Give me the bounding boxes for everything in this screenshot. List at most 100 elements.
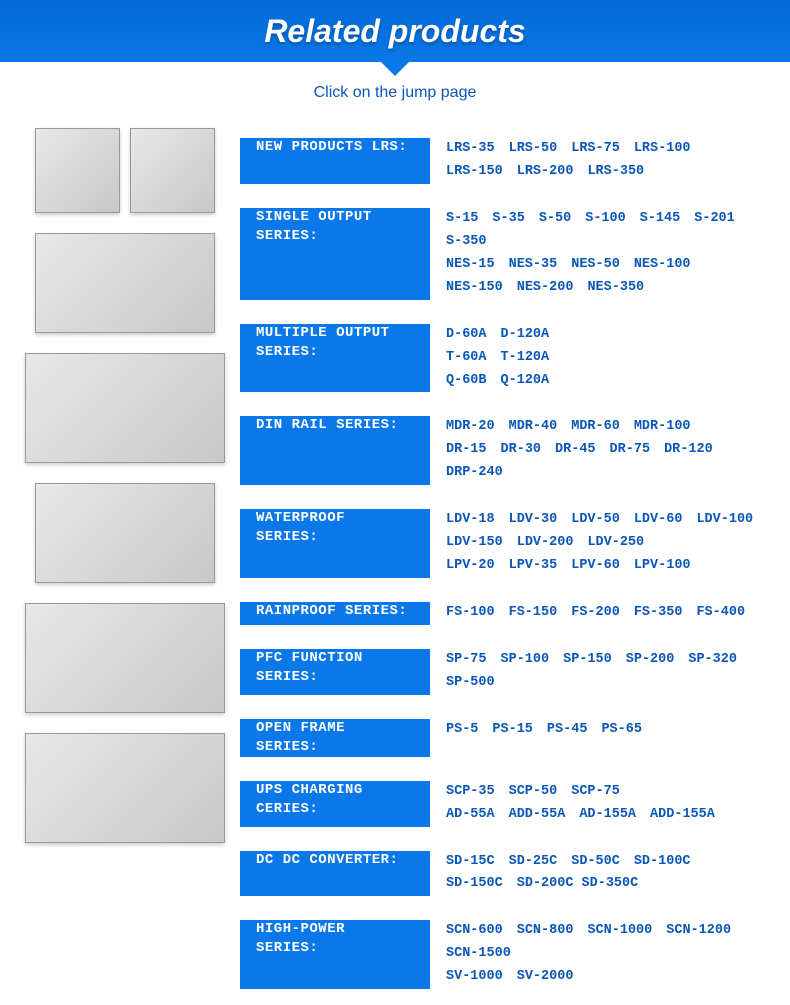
- product-image: [25, 733, 225, 843]
- model-link[interactable]: SCP-75: [571, 781, 620, 804]
- model-link[interactable]: LRS-100: [634, 138, 691, 161]
- model-link[interactable]: PS-5: [446, 719, 478, 742]
- model-link[interactable]: NES-15: [446, 254, 495, 277]
- model-link[interactable]: LPV-20: [446, 555, 495, 578]
- model-link[interactable]: NES-50: [571, 254, 620, 277]
- model-link[interactable]: SCN-600: [446, 920, 503, 943]
- model-link[interactable]: FS-200: [571, 602, 620, 625]
- model-link[interactable]: SCP-35: [446, 781, 495, 804]
- category-row: DIN RAIL SERIES: MDR-20 MDR-40 MDR-60 MDR-10…: [240, 408, 790, 501]
- model-link[interactable]: LDV-50: [571, 509, 620, 532]
- model-link[interactable]: DR-30: [501, 439, 542, 462]
- model-link[interactable]: SD-25C: [509, 851, 558, 874]
- model-link[interactable]: NES-100: [634, 254, 691, 277]
- model-link[interactable]: SV-1000: [446, 966, 503, 989]
- model-link[interactable]: LPV-60: [571, 555, 620, 578]
- model-link[interactable]: DR-120: [664, 439, 713, 462]
- category-row: PFC FUNCTION SERIES: SP-75 SP-100 SP-150 SP-…: [240, 641, 790, 711]
- model-link[interactable]: LRS-200: [517, 161, 574, 184]
- model-link[interactable]: DR-75: [610, 439, 651, 462]
- model-link[interactable]: LDV-30: [509, 509, 558, 532]
- model-link[interactable]: LDV-200: [517, 532, 574, 555]
- model-link[interactable]: SCN-800: [517, 920, 574, 943]
- model-link[interactable]: T-120A: [501, 347, 550, 370]
- model-link[interactable]: SD-50C: [571, 851, 620, 874]
- model-link[interactable]: T-60A: [446, 347, 487, 370]
- model-link[interactable]: S-15: [446, 208, 478, 231]
- model-link[interactable]: AD-55A: [446, 804, 495, 827]
- category-row: UPS CHARGING CERIES:SCP-35SCP-50SCP-75AD…: [240, 773, 790, 843]
- model-link[interactable]: NES-350: [587, 277, 644, 300]
- model-link[interactable]: DR-45: [555, 439, 596, 462]
- model-link[interactable]: MDR-60: [571, 416, 620, 439]
- model-link[interactable]: S-50: [539, 208, 571, 231]
- model-link[interactable]: Q-120A: [501, 370, 550, 393]
- category-row: DC DC CONVERTER:SD-15CSD-25CSD-50CSD-100…: [240, 843, 790, 913]
- model-link[interactable]: LPV-35: [509, 555, 558, 578]
- model-link[interactable]: MDR-100: [634, 416, 691, 439]
- model-link[interactable]: FS-100: [446, 602, 495, 625]
- model-link[interactable]: SCN-1000: [587, 920, 652, 943]
- model-link[interactable]: Q-60B: [446, 370, 487, 393]
- model-link[interactable]: PS-45: [547, 719, 588, 742]
- model-link[interactable]: D-120A: [501, 324, 550, 347]
- model-link[interactable]: ADD-55A: [509, 804, 566, 827]
- model-link[interactable]: LRS-35: [446, 138, 495, 161]
- model-link[interactable]: SP-500: [446, 672, 495, 695]
- model-link[interactable]: SD-100C: [634, 851, 691, 874]
- model-link[interactable]: S-350: [446, 231, 487, 254]
- model-link[interactable]: SP-75: [446, 649, 487, 672]
- category-row: SINGLE OUTPUT SERIES: S-15 S-35 S-50 S-100 S-…: [240, 200, 790, 316]
- model-link[interactable]: SD-150C: [446, 873, 503, 896]
- model-link[interactable]: MDR-40: [509, 416, 558, 439]
- model-link[interactable]: LRS-50: [509, 138, 558, 161]
- model-link[interactable]: ADD-155A: [650, 804, 715, 827]
- model-link[interactable]: SD-200C SD-350C: [517, 873, 639, 896]
- model-link[interactable]: LDV-60: [634, 509, 683, 532]
- model-link[interactable]: LDV-18: [446, 509, 495, 532]
- model-link[interactable]: SCN-1500: [446, 943, 511, 966]
- model-link[interactable]: AD-155A: [579, 804, 636, 827]
- model-link[interactable]: LRS-75: [571, 138, 620, 161]
- model-link[interactable]: DRP-240: [446, 462, 503, 485]
- model-link[interactable]: LDV-100: [696, 509, 753, 532]
- banner-title: Related products: [264, 13, 525, 50]
- model-link[interactable]: SCP-50: [509, 781, 558, 804]
- category-label: PFC FUNCTION SERIES:: [256, 649, 416, 687]
- model-link[interactable]: PS-65: [601, 719, 642, 742]
- model-link[interactable]: DR-15: [446, 439, 487, 462]
- model-link[interactable]: FS-150: [509, 602, 558, 625]
- model-link[interactable]: S-35: [492, 208, 524, 231]
- model-link[interactable]: SP-320: [688, 649, 737, 672]
- model-link[interactable]: NES-150: [446, 277, 503, 300]
- product-image: [130, 128, 215, 213]
- model-link[interactable]: PS-15: [492, 719, 533, 742]
- model-link[interactable]: SD-15C: [446, 851, 495, 874]
- model-link[interactable]: D-60A: [446, 324, 487, 347]
- model-link[interactable]: LRS-350: [587, 161, 644, 184]
- model-link[interactable]: S-145: [640, 208, 681, 231]
- product-image: [25, 603, 225, 713]
- model-link[interactable]: LRS-150: [446, 161, 503, 184]
- model-link[interactable]: SCN-1200: [666, 920, 731, 943]
- model-link[interactable]: S-100: [585, 208, 626, 231]
- category-label: MULTIPLE OUTPUT SERIES:: [256, 324, 416, 362]
- model-link[interactable]: SP-100: [501, 649, 550, 672]
- model-link[interactable]: LPV-100: [634, 555, 691, 578]
- model-link[interactable]: FS-350: [634, 602, 683, 625]
- model-link[interactable]: LDV-250: [587, 532, 644, 555]
- category-row: HIGH-POWER SERIES:SCN-600SCN-800SCN-1000…: [240, 912, 790, 1005]
- model-link[interactable]: SP-150: [563, 649, 612, 672]
- model-link[interactable]: SP-200: [626, 649, 675, 672]
- model-link[interactable]: MDR-20: [446, 416, 495, 439]
- model-link[interactable]: NES-35: [509, 254, 558, 277]
- model-link[interactable]: NES-200: [517, 277, 574, 300]
- product-image: [35, 483, 215, 583]
- content: NEW PRODUCTS LRS:LRS-35LRS-50LRS-75LRS-1…: [0, 116, 790, 1005]
- model-link[interactable]: S-201: [694, 208, 735, 231]
- model-link[interactable]: FS-400: [696, 602, 745, 625]
- category-label: SINGLE OUTPUT SERIES:: [256, 208, 416, 246]
- category-label: DIN RAIL SERIES:: [256, 416, 416, 435]
- model-link[interactable]: LDV-150: [446, 532, 503, 555]
- model-link[interactable]: SV-2000: [517, 966, 574, 989]
